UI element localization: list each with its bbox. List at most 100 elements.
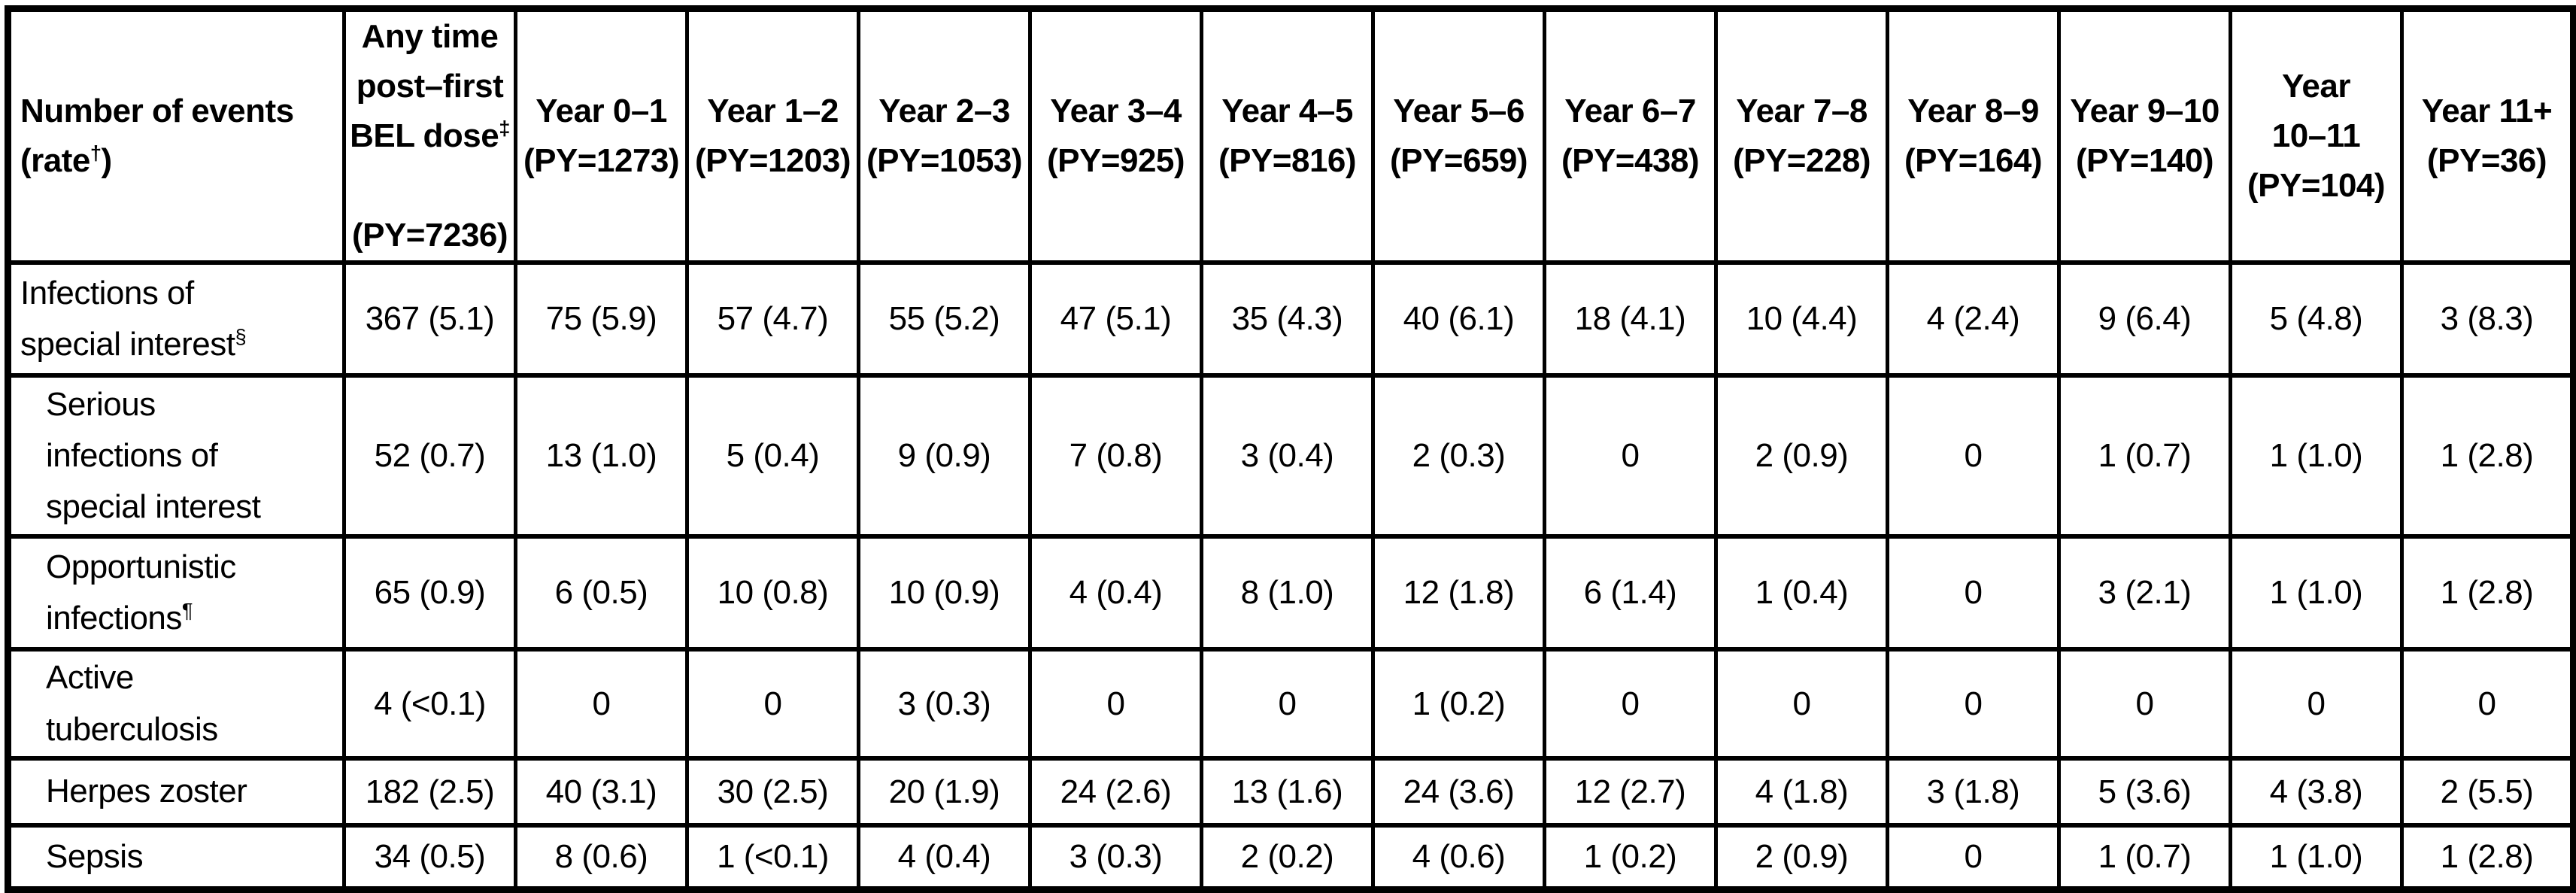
data-cell: 1 (<0.1) [685,823,860,891]
data-cell: 9 (0.9) [857,373,1032,539]
data-cell: 3 (0.3) [1028,823,1203,891]
data-cell: 12 (2.7) [1543,756,1718,828]
data-cell: 40 (6.1) [1371,260,1546,378]
col-header-year-0-1: Year 0–1 (PY=1273) [514,6,689,265]
row-serious-infections-of-special-interest: Serious infections of special interest 52 … [6,373,2575,539]
data-cell: 24 (2.6) [1028,756,1203,828]
data-cell: 1 (0.7) [2057,373,2232,539]
data-cell: 18 (4.1) [1543,260,1718,378]
col-header-year-7-8: Year 7–8 (PY=228) [1714,6,1889,265]
data-cell: 3 (0.4) [1200,373,1375,539]
data-cell: 2 (0.9) [1714,823,1889,891]
data-cell: 1 (2.8) [2400,823,2575,891]
data-cell: 367 (5.1) [342,260,517,378]
row-label: Opportunistic infections¶ [6,534,346,652]
data-cell: 1 (1.0) [2229,534,2404,652]
data-cell: 55 (5.2) [857,260,1032,378]
row-herpes-zoster: Herpes zoster 182 (2.5) 40 (3.1) 30 (2.5… [6,756,2575,828]
row-label: Sepsis [6,823,346,891]
col-header-year-9-10: Year 9–10 (PY=140) [2057,6,2232,265]
data-cell: 13 (1.6) [1200,756,1375,828]
data-cell: 0 [1886,373,2061,539]
data-cell: 5 (0.4) [685,373,860,539]
data-cell: 20 (1.9) [857,756,1032,828]
data-cell: 0 [1200,647,1375,761]
row-opportunistic-infections: Opportunistic infections¶ 65 (0.9) 6 (0.5… [6,534,2575,652]
row-label: Infections of special interest§ [6,260,346,378]
data-cell: 52 (0.7) [342,373,517,539]
data-cell: 2 (5.5) [2400,756,2575,828]
data-cell: 4 (2.4) [1886,260,2061,378]
row-label: Serious infections of special interest [6,373,346,539]
data-cell: 57 (4.7) [685,260,860,378]
data-cell: 34 (0.5) [342,823,517,891]
data-cell: 3 (8.3) [2400,260,2575,378]
data-cell: 4 (1.8) [1714,756,1889,828]
data-cell: 0 [1886,823,2061,891]
data-cell: 13 (1.0) [514,373,689,539]
data-cell: 30 (2.5) [685,756,860,828]
col-header-year-1-2: Year 1–2 (PY=1203) [685,6,860,265]
data-cell: 4 (<0.1) [342,647,517,761]
data-cell: 3 (2.1) [2057,534,2232,652]
data-cell: 2 (0.3) [1371,373,1546,539]
data-cell: 24 (3.6) [1371,756,1546,828]
data-cell: 1 (0.7) [2057,823,2232,891]
col-header-year-8-9: Year 8–9 (PY=164) [1886,6,2061,265]
data-cell: 2 (0.9) [1714,373,1889,539]
data-cell: 0 [1886,647,2061,761]
data-cell: 1 (0.2) [1543,823,1718,891]
data-cell: 0 [1543,647,1718,761]
col-header-year-6-7: Year 6–7 (PY=438) [1543,6,1718,265]
data-cell: 0 [685,647,860,761]
data-cell: 8 (0.6) [514,823,689,891]
corner-header-number-of-events: Number of events (rate†) [6,6,346,265]
data-cell: 4 (0.6) [1371,823,1546,891]
data-cell: 0 [1886,534,2061,652]
data-cell: 75 (5.9) [514,260,689,378]
data-cell: 0 [1714,647,1889,761]
col-header-year-5-6: Year 5–6 (PY=659) [1371,6,1546,265]
data-cell: 4 (0.4) [857,823,1032,891]
data-cell: 0 [2057,647,2232,761]
data-cell: 5 (4.8) [2229,260,2404,378]
data-cell: 10 (0.8) [685,534,860,652]
data-cell: 1 (0.4) [1714,534,1889,652]
data-cell: 65 (0.9) [342,534,517,652]
row-label: Herpes zoster [6,756,346,828]
col-header-year-4-5: Year 4–5 (PY=816) [1200,6,1375,265]
data-cell: 0 [1543,373,1718,539]
data-cell: 0 [1028,647,1203,761]
data-cell: 1 (1.0) [2229,823,2404,891]
data-cell: 4 (0.4) [1028,534,1203,652]
col-header-year-3-4: Year 3–4 (PY=925) [1028,6,1203,265]
data-cell: 1 (0.2) [1371,647,1546,761]
row-sepsis: Sepsis 34 (0.5) 8 (0.6) 1 (<0.1) 4 (0.4)… [6,823,2575,891]
row-label: Active tuberculosis [6,647,346,761]
data-cell: 5 (3.6) [2057,756,2232,828]
data-cell: 1 (2.8) [2400,373,2575,539]
data-cell: 40 (3.1) [514,756,689,828]
data-cell: 0 [2229,647,2404,761]
data-cell: 3 (0.3) [857,647,1032,761]
data-cell: 35 (4.3) [1200,260,1375,378]
data-cell: 10 (0.9) [857,534,1032,652]
header-row: Number of events (rate†) Any time post–fir… [6,6,2575,265]
data-cell: 1 (2.8) [2400,534,2575,652]
data-cell: 10 (4.4) [1714,260,1889,378]
data-cell: 9 (6.4) [2057,260,2232,378]
col-header-any-time: Any time post–first BEL dose‡ (PY=7236) [342,6,517,265]
data-cell: 0 [514,647,689,761]
col-header-year-11-plus: Year 11+ (PY=36) [2400,6,2575,265]
data-cell: 12 (1.8) [1371,534,1546,652]
row-active-tuberculosis: Active tuberculosis 4 (<0.1) 0 0 3 (0.3) … [6,647,2575,761]
data-cell: 7 (0.8) [1028,373,1203,539]
data-cell: 3 (1.8) [1886,756,2061,828]
col-header-year-10-11: Year 10–11 (PY=104) [2229,6,2404,265]
data-cell: 4 (3.8) [2229,756,2404,828]
col-header-year-2-3: Year 2–3 (PY=1053) [857,6,1032,265]
data-cell: 0 [2400,647,2575,761]
row-infections-of-special-interest: Infections of special interest§ 367 (5.1)… [6,260,2575,378]
data-cell: 182 (2.5) [342,756,517,828]
safety-events-table: Number of events (rate†) Any time post–fir… [5,5,2576,893]
